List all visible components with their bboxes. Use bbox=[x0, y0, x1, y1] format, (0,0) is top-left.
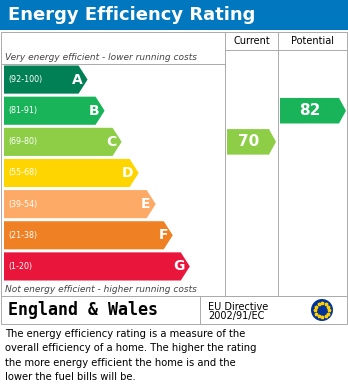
Text: (21-38): (21-38) bbox=[8, 231, 37, 240]
Polygon shape bbox=[4, 128, 122, 156]
Text: A: A bbox=[72, 73, 82, 86]
Polygon shape bbox=[4, 190, 156, 218]
Text: (1-20): (1-20) bbox=[8, 262, 32, 271]
Bar bbox=[1, 296, 347, 324]
Text: 2002/91/EC: 2002/91/EC bbox=[208, 311, 264, 321]
Polygon shape bbox=[227, 129, 276, 154]
Text: Very energy efficient - lower running costs: Very energy efficient - lower running co… bbox=[5, 52, 197, 61]
Text: The energy efficiency rating is a measure of the
overall efficiency of a home. T: The energy efficiency rating is a measur… bbox=[5, 329, 256, 382]
Text: 82: 82 bbox=[299, 103, 321, 118]
Text: (92-100): (92-100) bbox=[8, 75, 42, 84]
Polygon shape bbox=[280, 98, 346, 124]
Text: (81-91): (81-91) bbox=[8, 106, 37, 115]
Polygon shape bbox=[4, 221, 173, 249]
Text: G: G bbox=[173, 260, 185, 273]
Text: (39-54): (39-54) bbox=[8, 200, 37, 209]
Text: E: E bbox=[141, 197, 151, 211]
Text: Energy Efficiency Rating: Energy Efficiency Rating bbox=[8, 6, 255, 24]
Text: England & Wales: England & Wales bbox=[8, 301, 158, 319]
Text: Not energy efficient - higher running costs: Not energy efficient - higher running co… bbox=[5, 285, 197, 294]
Text: EU Directive: EU Directive bbox=[208, 302, 268, 312]
Text: (69-80): (69-80) bbox=[8, 137, 37, 146]
Text: D: D bbox=[122, 166, 134, 180]
Polygon shape bbox=[4, 97, 105, 125]
Polygon shape bbox=[4, 159, 139, 187]
Polygon shape bbox=[4, 252, 190, 280]
Circle shape bbox=[311, 299, 333, 321]
Text: Potential: Potential bbox=[292, 36, 334, 46]
Text: F: F bbox=[158, 228, 168, 242]
Bar bbox=[0, 0, 348, 30]
Text: (55-68): (55-68) bbox=[8, 169, 37, 178]
Text: Current: Current bbox=[233, 36, 270, 46]
Text: B: B bbox=[89, 104, 100, 118]
Polygon shape bbox=[4, 66, 88, 93]
Text: 70: 70 bbox=[238, 135, 259, 149]
Text: C: C bbox=[106, 135, 117, 149]
Bar bbox=[1, 32, 347, 296]
